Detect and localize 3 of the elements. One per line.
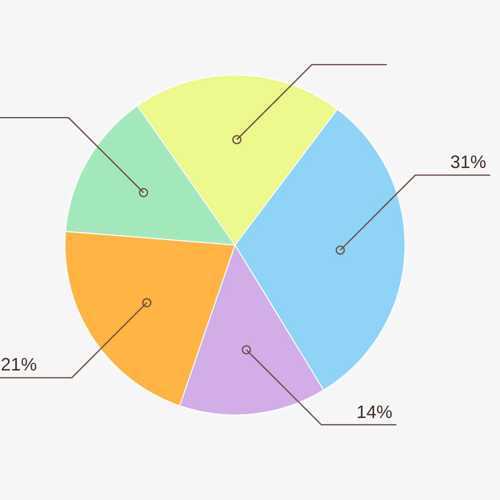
data-label: 21% <box>0 354 37 375</box>
data-label: 14% <box>356 402 392 422</box>
data-label: 31% <box>450 152 486 172</box>
